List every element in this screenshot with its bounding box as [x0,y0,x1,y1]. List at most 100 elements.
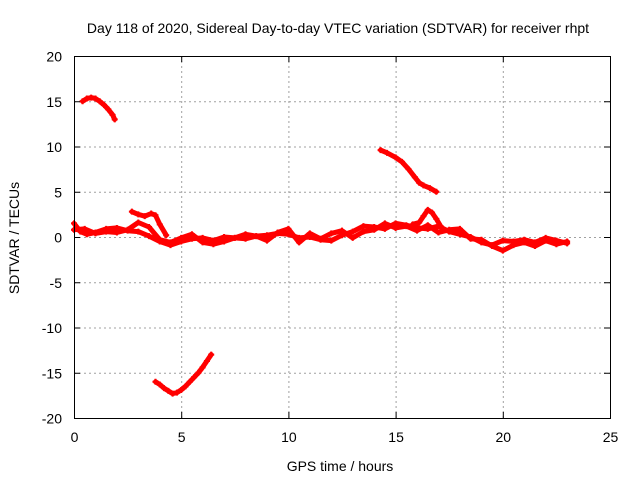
y-tick-label: -15 [42,365,62,381]
series-line-arc-upper-right [378,147,439,195]
series-point-arc-upper-right [411,174,418,181]
series-point-main-band-c [141,213,148,220]
y-tick-label: -5 [50,275,63,291]
series-point-main-band-b [553,241,560,248]
series-point-main-band-b [435,229,442,236]
series-point-main-band-b [317,235,324,242]
series-point-main-band-b [510,242,517,249]
series-point-main-band-a [263,232,270,239]
series-point-main-band-b [542,237,549,244]
series-point-main-band-b [113,229,120,236]
series-point-main-band-b [231,234,238,241]
series-point-arc-upper-right [426,185,433,192]
series-point-arc-lower-left [152,378,159,385]
series-point-main-band-b [499,247,506,254]
series-point-main-band-b [521,239,528,246]
x-tick-label: 5 [178,429,186,445]
series-point-arc-upper-right [416,179,423,186]
series-point-arc-lower-left [165,387,172,394]
series-point-main-band-a [349,228,356,235]
series-point-main-band-b [221,238,228,245]
series-point-main-band-b [242,231,249,238]
series-point-main-band-b [403,223,410,230]
x-tick-label: 10 [281,429,297,445]
series-point-main-band-b [92,230,99,237]
series-point-main-band-b [296,239,303,246]
series-point-main-band-a [381,225,388,232]
y-axis-label: SDTVAR / TECUs [6,182,22,294]
series-point-spike-16h [416,219,423,226]
x-tick-label: 0 [71,429,79,445]
series-point-main-band-b [328,230,335,237]
series-point-arc-upper-right [420,182,427,189]
series-point-main-band-b [392,224,399,231]
series-point-main-band-b [135,219,142,226]
y-tick-label: -20 [42,411,62,427]
series-point-main-band-b [531,243,538,250]
series-point-spike-16h [429,209,436,216]
series-point-arc-upper-right [405,166,412,173]
series-point-main-band-b [339,227,345,234]
series-point-main-band-b [489,243,496,250]
series-point-main-band-c [152,212,159,219]
series-point-main-band-a [146,233,153,240]
series-point-main-band-c [135,211,142,218]
series-point-main-band-b [178,234,185,241]
series-point-main-band-b [456,225,463,232]
series-point-main-band-a [135,228,142,235]
x-tick-label: 20 [496,429,512,445]
series-point-arc-upper-right [433,188,440,195]
series-point-arc-lower-left [203,357,210,364]
series-point-main-band-b [156,236,163,243]
series-point-main-band-a [328,237,335,244]
y-tick-label: 20 [46,49,62,65]
series-point-arc-lower-left [173,389,180,396]
series-point-main-band-b [167,239,174,246]
series-point-main-band-b [446,226,453,233]
series-point-main-band-b [306,230,313,237]
series-point-main-band-b [210,241,217,248]
series-point-main-band-b [253,233,260,240]
y-tick-label: 15 [46,94,62,110]
series-point-main-band-b [478,236,485,243]
series-point-arc-lower-left [208,351,215,358]
series-point-arc-lower-left [186,378,193,385]
data-series [71,94,571,397]
series-point-arc-lower-left [156,381,163,388]
series-point-arc-upper-left [79,98,86,105]
series-point-arc-lower-left [178,386,185,393]
series-point-spike-16h [437,223,444,230]
series-point-main-band-b [124,226,131,233]
chart-title: Day 118 of 2020, Sidereal Day-to-day VTE… [87,20,589,36]
series-point-arc-upper-right [392,154,399,161]
series-point-spike-16h [420,213,427,220]
series-point-arc-upper-right [384,149,391,156]
series-point-main-band-a [360,223,367,230]
series-point-main-band-b [349,234,356,241]
series-point-main-band-c [156,221,163,228]
series-point-main-band-b [285,225,292,232]
y-tick-label: 10 [46,139,62,155]
series-point-arc-lower-left [199,364,206,371]
series-point-main-band-c [148,210,155,217]
series-point-main-band-b [467,235,474,242]
series-point-arc-upper-left [92,95,99,102]
series-point-arc-upper-right [377,147,384,154]
series-point-main-band-b [564,238,571,245]
series-point-main-band-b [188,231,195,238]
series-point-main-band-b [263,237,270,244]
axis-tick-labels: 0 5 10 15 20 25 -20 -15 -10 -5 0 5 10 15 20 [42,49,619,446]
series-point-spike-16h [433,215,440,222]
x-axis-label: GPS time / hours [287,458,394,474]
series-point-arc-lower-left [161,385,168,392]
series-point-main-band-b [360,228,367,235]
series-point-main-band-b [103,228,110,235]
series-point-arc-lower-left [191,374,198,381]
series-point-main-band-a [499,237,506,244]
series-point-main-band-b [381,220,388,227]
y-tick-label: 0 [54,230,62,246]
series-point-spike-16h [409,221,416,228]
series-point-arc-upper-left [101,101,108,108]
series-point-spike-16h [424,206,431,213]
